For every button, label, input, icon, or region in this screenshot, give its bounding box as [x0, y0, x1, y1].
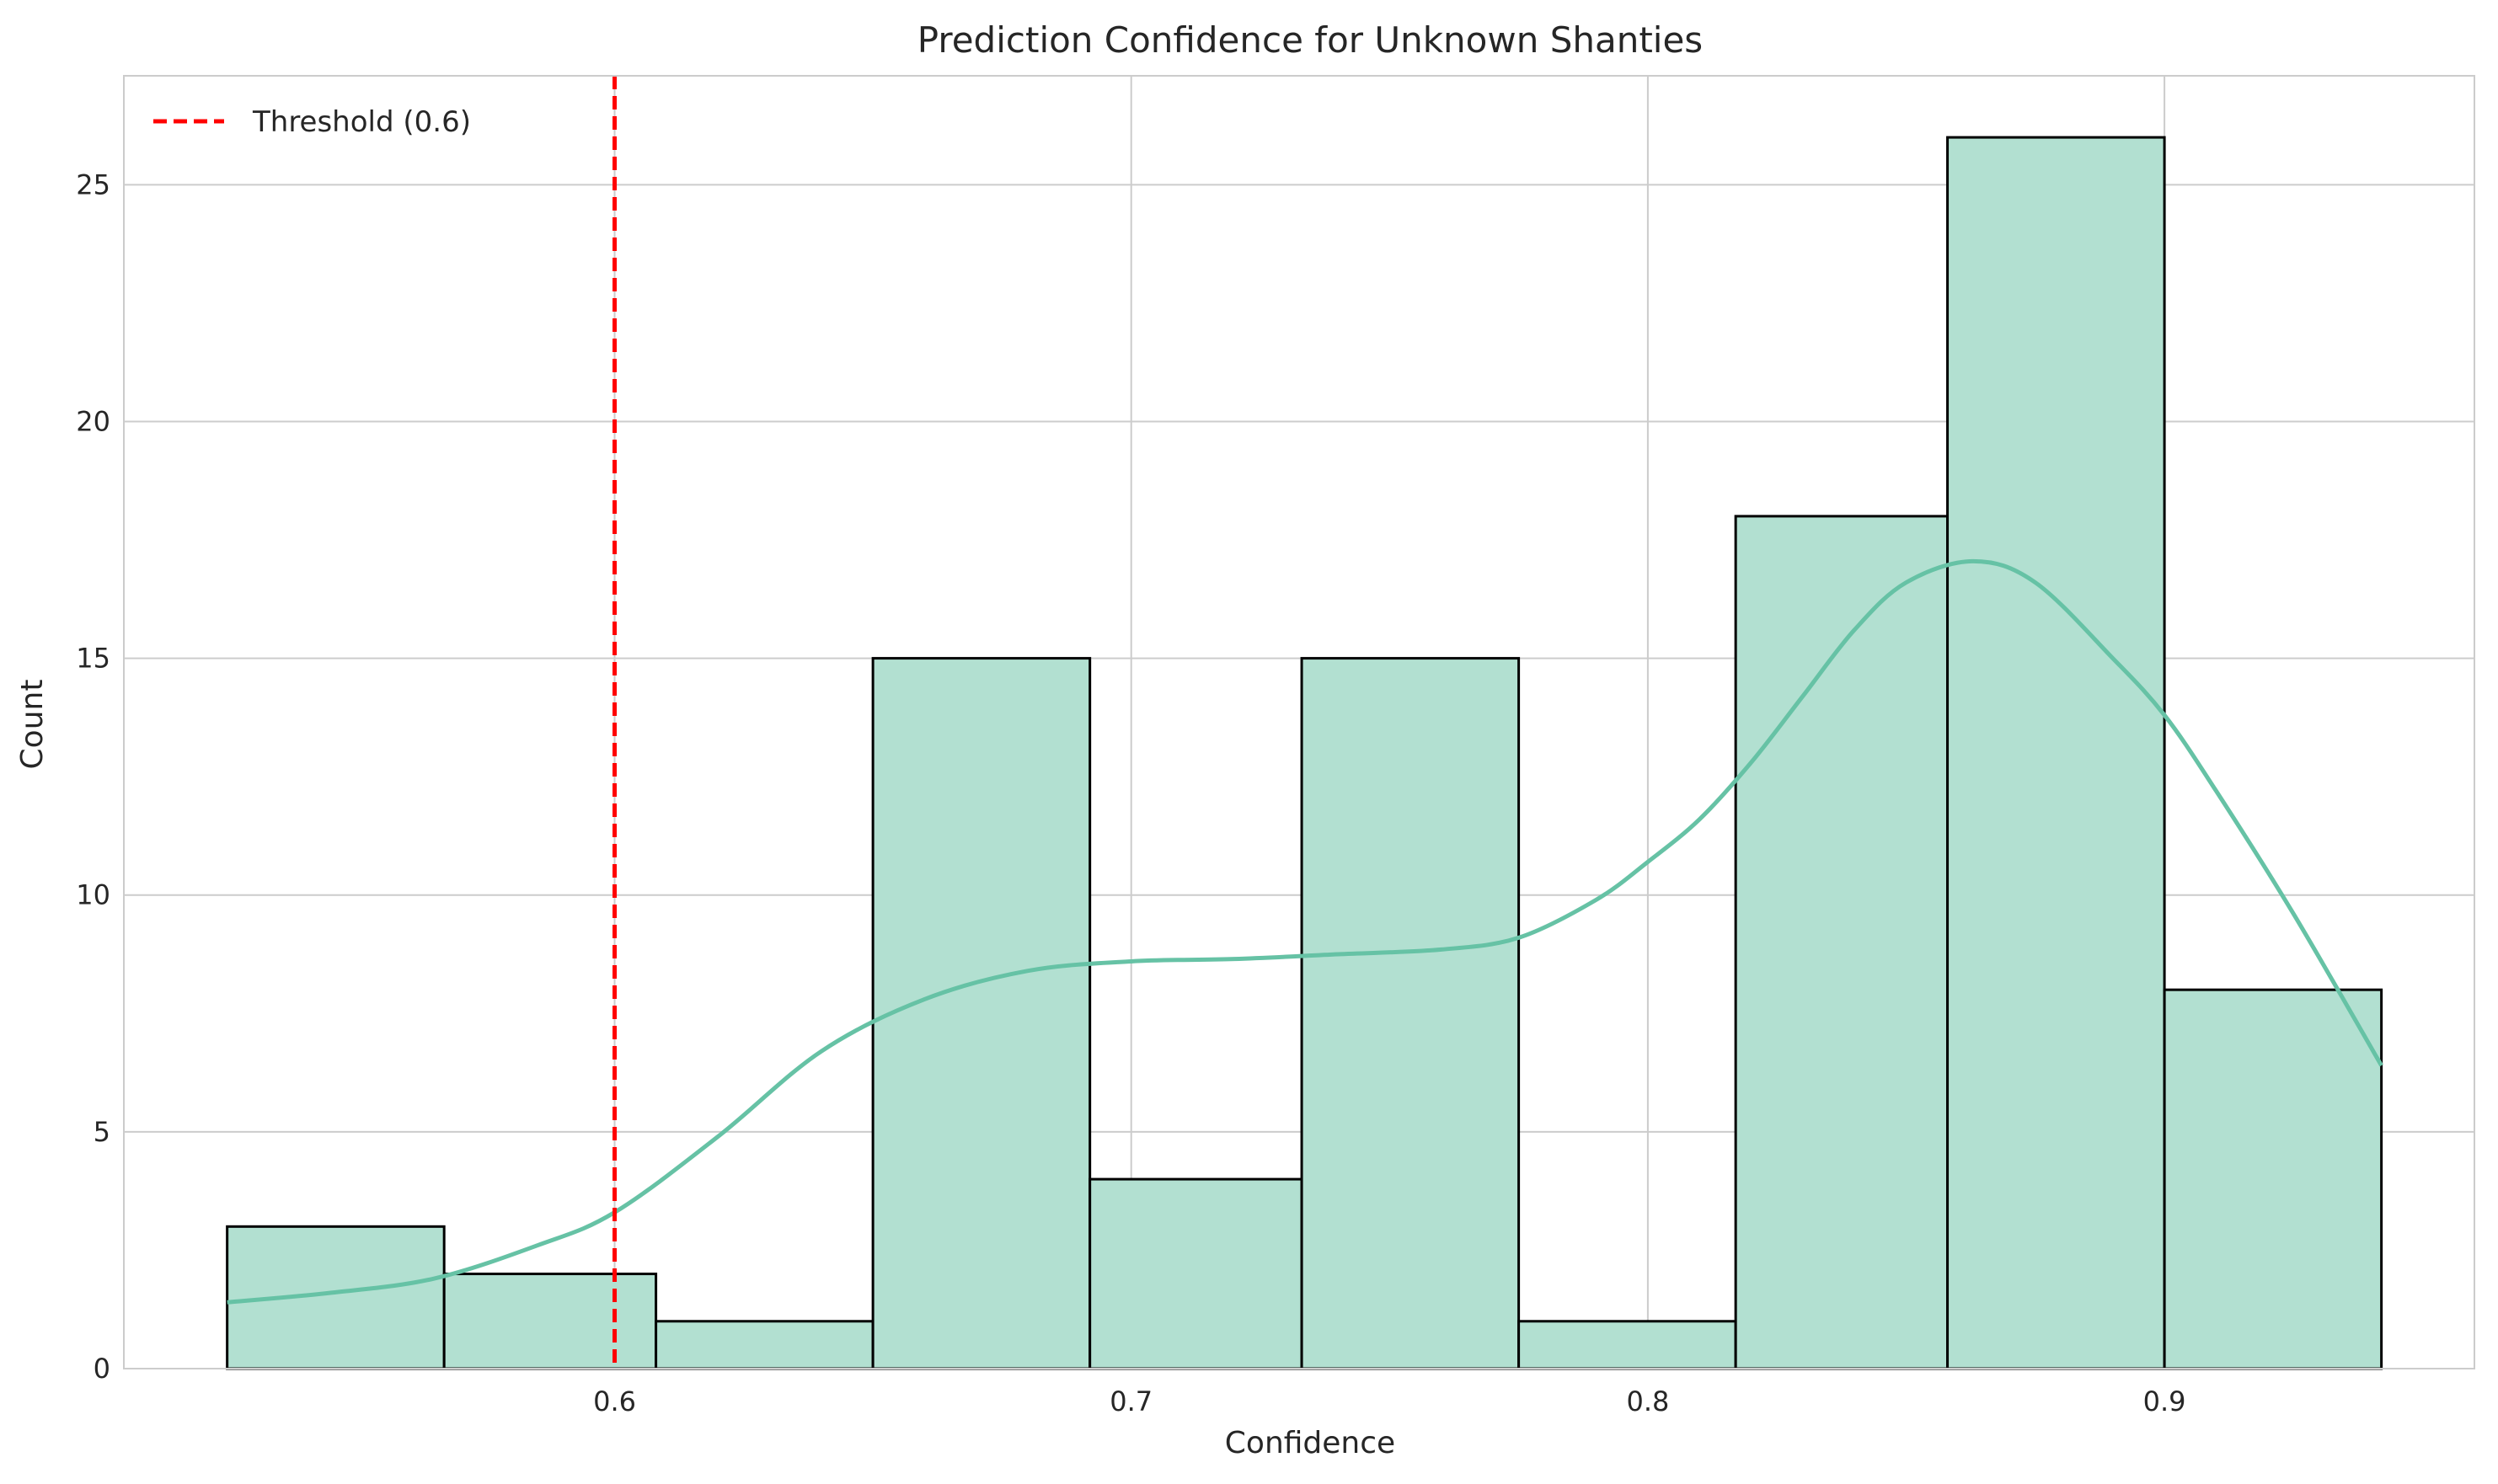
x-axis-label: Confidence	[1225, 1426, 1395, 1460]
kde-curve-group	[227, 558, 2383, 1305]
legend-threshold-label: Threshold (0.6)	[252, 105, 471, 139]
y-tick-label: 10	[76, 879, 110, 911]
histogram-bar	[1300, 657, 1521, 1370]
histogram-bar	[1946, 136, 2166, 1370]
y-tick-label: 15	[76, 643, 110, 675]
x-tick-label: 0.7	[1110, 1385, 1153, 1417]
histogram-bar	[655, 1320, 875, 1370]
x-tick-labels: 0.6 0.7 0.8 0.9	[593, 1385, 2185, 1417]
histogram-bar	[1089, 1177, 1303, 1370]
histogram-bar	[871, 657, 1092, 1370]
histogram-bar	[442, 1273, 658, 1370]
y-axis-label: Count	[15, 680, 50, 770]
y-tick-label: 25	[76, 168, 110, 200]
kde-curve	[227, 558, 2383, 1305]
y-tick-label: 20	[76, 405, 110, 437]
histogram-bar	[1517, 1320, 1737, 1370]
x-tick-label: 0.8	[1626, 1385, 1669, 1417]
y-tick-label: 0	[94, 1353, 110, 1385]
histogram-bar	[2163, 988, 2383, 1370]
x-tick-label: 0.9	[2143, 1385, 2186, 1417]
chart-title: Prediction Confidence for Unknown Shanti…	[917, 19, 1703, 61]
x-tick-label: 0.6	[593, 1385, 636, 1417]
y-tick-labels: 0 5 10 15 20 25	[76, 168, 110, 1385]
legend: Threshold (0.6)	[153, 105, 471, 139]
y-tick-label: 5	[94, 1116, 110, 1148]
plot-frame	[123, 75, 2475, 1369]
